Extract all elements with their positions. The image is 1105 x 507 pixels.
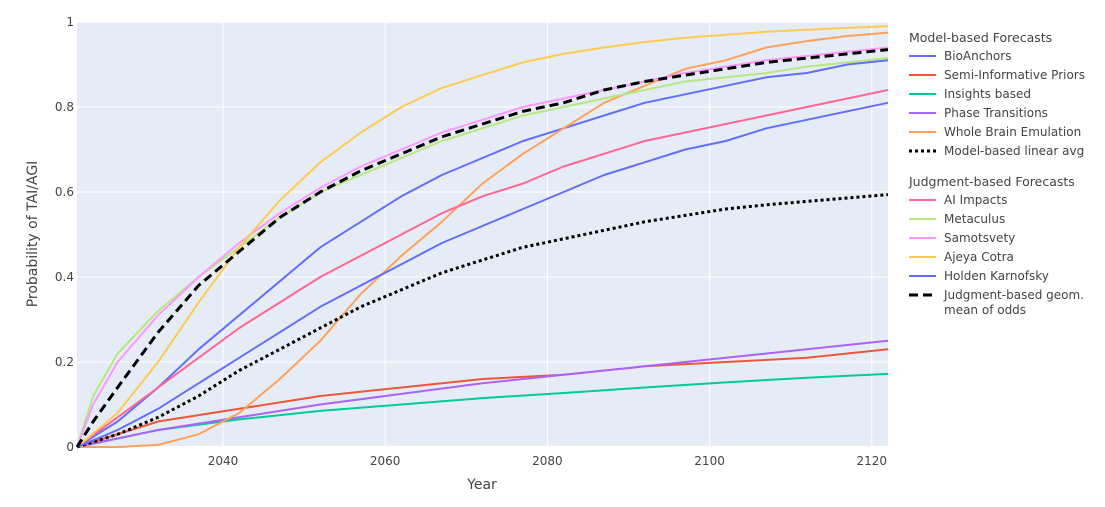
legend-item-ai-impacts[interactable]: AI Impacts: [944, 193, 1007, 207]
legend-item-semi-informative-priors[interactable]: Semi-Informative Priors: [944, 68, 1085, 82]
y-tick-label: 1: [66, 15, 74, 29]
grid: [77, 21, 888, 448]
y-axis-label: Probability of TAI/AGI: [25, 161, 41, 308]
y-tick-label: 0.8: [55, 100, 74, 114]
legend-item-judgment-based-geom-mean-of-odds[interactable]: Judgment-based geom. mean of odds: [943, 288, 1084, 317]
legend-item-metaculus[interactable]: Metaculus: [944, 212, 1005, 226]
series-line-holden-karnofsky: [76, 101, 889, 448]
series-line-ai-impacts: [76, 89, 889, 448]
legend-item-samotsvety[interactable]: Samotsvety: [944, 231, 1015, 245]
y-tick-label: 0.6: [55, 185, 74, 199]
legend-item-whole-brain-emulation[interactable]: Whole Brain Emulation: [944, 125, 1081, 139]
series-line-insights-based: [76, 372, 889, 448]
axes: 2040 2060 2080 2100 2120 0 0.2 0.4 0.6 0.8 1: [55, 15, 887, 468]
x-tick-label: 2120: [857, 454, 888, 468]
x-tick-label: 2060: [370, 454, 401, 468]
y-tick-label: 0.4: [55, 270, 74, 284]
legend-item-bioanchors[interactable]: BioAnchors: [944, 49, 1011, 63]
legend-group-title: Model-based Forecasts: [909, 30, 1052, 45]
series-lines: [75, 25, 889, 449]
series-line-bioanchors: [76, 59, 889, 448]
plot-background: [77, 22, 888, 447]
series-line-whole-brain-emulation: [77, 31, 889, 448]
series-line-samotsvety: [76, 46, 889, 448]
series-line-ajeya-cotra: [76, 25, 889, 448]
x-tick-label: 2100: [694, 454, 725, 468]
y-tick-label: 0.2: [55, 355, 74, 369]
x-axis-label: Year: [466, 477, 497, 493]
legend-group-title: Judgment-based Forecasts: [908, 174, 1075, 189]
x-tick-label: 2080: [532, 454, 563, 468]
legend-item-insights-based[interactable]: Insights based: [944, 87, 1031, 101]
x-tick-label: 2040: [208, 454, 239, 468]
series-line-judgment-based-geom-mean-of-odds: [75, 48, 889, 448]
legend-item-holden-karnofsky[interactable]: Holden Karnofsky: [944, 269, 1049, 283]
series-line-phase-transitions: [76, 339, 889, 448]
y-tick-label: 0: [66, 440, 74, 454]
series-line-metaculus: [76, 57, 889, 448]
legend-item-phase-transitions[interactable]: Phase Transitions: [944, 106, 1048, 120]
legend[interactable]: Model-based Forecasts BioAnchors Semi-Info…: [908, 30, 1085, 317]
series-line-semi-informative-priors: [76, 348, 889, 448]
legend-item-ajeya-cotra[interactable]: Ajeya Cotra: [944, 250, 1014, 264]
legend-item-model-based-linear-avg[interactable]: Model-based linear avg: [944, 144, 1084, 158]
